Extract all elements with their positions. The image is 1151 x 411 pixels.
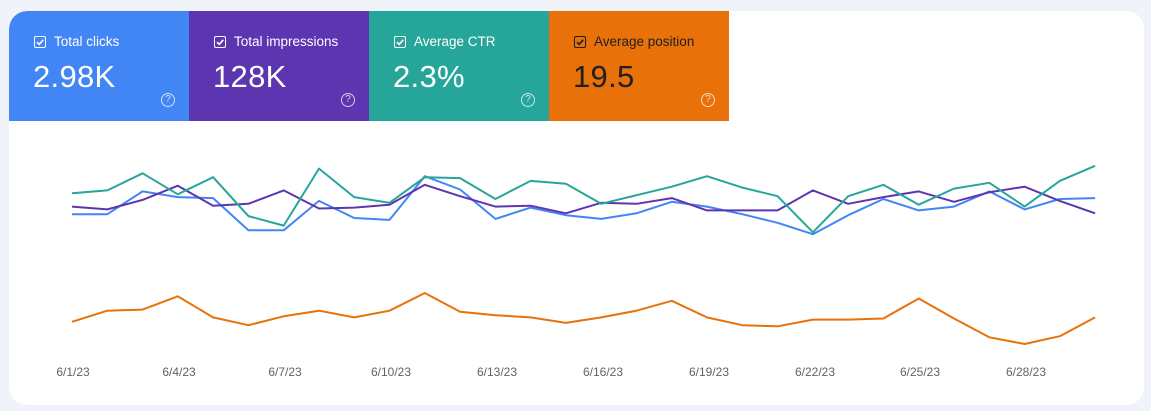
help-icon[interactable]: ? (521, 93, 535, 107)
x-tick-label: 6/4/23 (162, 365, 196, 379)
metric-label: Total clicks (54, 34, 120, 49)
metric-value: 19.5 (573, 59, 635, 94)
x-tick-label: 6/19/23 (689, 365, 729, 379)
help-icon[interactable]: ? (341, 93, 355, 107)
series-line-average-ctr (71, 164, 1096, 234)
x-tick-label: 6/13/23 (477, 365, 517, 379)
metric-tile-total-clicks[interactable]: Total clicks 2.98K ? (9, 11, 189, 121)
x-tick-label: 6/1/23 (56, 365, 90, 379)
performance-chart: 6/1/23 6/4/23 6/7/23 6/10/23 6/13/23 6/16/23 6… (56, 164, 1096, 379)
metric-label: Total impressions (234, 34, 339, 49)
series-line-average-position (71, 292, 1096, 345)
help-icon[interactable]: ? (701, 93, 715, 107)
performance-card: 6/1/23 6/4/23 6/7/23 6/10/23 6/13/23 6/16/23 6… (9, 11, 1144, 405)
series-line-total-clicks (72, 175, 1096, 236)
x-tick-label: 6/16/23 (583, 365, 623, 379)
metric-tile-average-ctr[interactable]: Average CTR 2.3% ? (369, 11, 549, 121)
checkbox-icon[interactable] (214, 35, 226, 48)
metric-value: 128K (213, 59, 287, 94)
x-tick-label: 6/7/23 (268, 365, 302, 379)
metric-tiles: Total clicks 2.98K ? Total impressions 1… (9, 11, 729, 121)
checkbox-icon[interactable] (394, 35, 406, 48)
x-tick-label: 6/25/23 (900, 365, 940, 379)
x-tick-label: 6/28/23 (1006, 365, 1046, 379)
metric-label: Average CTR (414, 34, 496, 49)
x-tick-label: 6/22/23 (795, 365, 835, 379)
checkbox-icon[interactable] (574, 35, 586, 48)
x-tick-label: 6/10/23 (371, 365, 411, 379)
metric-tile-total-impressions[interactable]: Total impressions 128K ? (189, 11, 369, 121)
metric-value: 2.3% (393, 59, 465, 94)
metric-label: Average position (594, 34, 695, 49)
checkbox-icon[interactable] (34, 35, 46, 48)
metric-value: 2.98K (33, 59, 116, 94)
help-icon[interactable]: ? (161, 93, 175, 107)
metric-tile-average-position[interactable]: Average position 19.5 ? (549, 11, 729, 121)
series-line-total-impressions (71, 183, 1096, 215)
